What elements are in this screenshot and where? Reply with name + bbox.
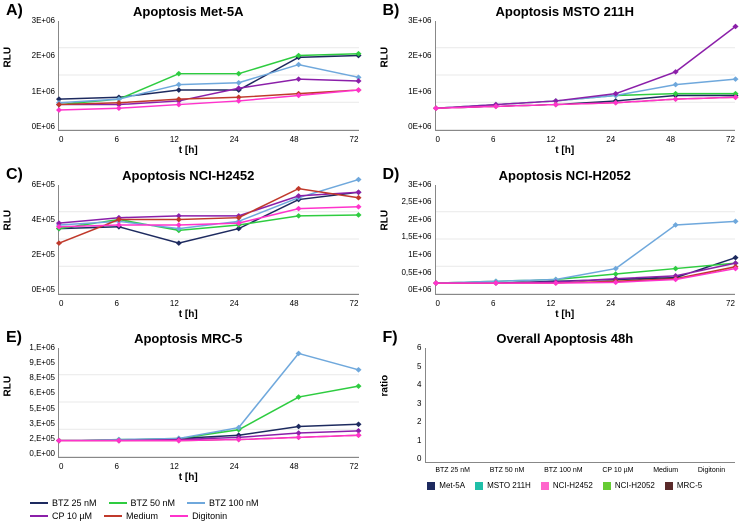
chart-panel-D: D) Apoptosis NCI-H2052 RLU 3E+062,5E+062… <box>377 164 753 328</box>
plot-area: 3E+062E+061E+060E+06 0612244872 <box>435 21 736 131</box>
x-ticks: 0612244872 <box>436 135 736 144</box>
legend-item: NCI-H2052 <box>603 481 655 490</box>
plot-area: 6E+054E+052E+050E+05 0612244872 <box>58 185 359 295</box>
chart-title: Overall Apoptosis 48h <box>385 331 746 346</box>
bar-plot-area: 6543210 BTZ 25 nMBTZ 50 nMBTZ 100 nMCP 1… <box>425 348 736 463</box>
y-axis-label: RLU <box>379 210 390 231</box>
legend-item: Digitonin <box>170 511 227 521</box>
legend-item: BTZ 100 nM <box>187 498 259 508</box>
chart-panel-E: E) Apoptosis MRC-5 RLU 1,E+069,E+058,E+0… <box>0 327 377 494</box>
chart-panel-F: F) Overall Apoptosis 48h ratio 6543210 B… <box>377 327 753 494</box>
chart-title: Apoptosis MRC-5 <box>8 331 369 346</box>
line-legend: BTZ 25 nM BTZ 50 nM BTZ 100 nM CP 10 µM Medi… <box>0 494 377 532</box>
legend-item: CP 10 µM <box>30 511 92 521</box>
legend-item: BTZ 50 nM <box>109 498 176 508</box>
y-axis-label: RLU <box>3 375 14 396</box>
y-axis-label: RLU <box>3 47 14 68</box>
legend-item: MSTO 211H <box>475 481 531 490</box>
x-axis-label: t [h] <box>385 145 746 156</box>
legend-item: Medium <box>104 511 158 521</box>
legend-item: Met-5A <box>427 481 465 490</box>
y-ticks: 3E+062E+061E+060E+06 <box>394 16 432 131</box>
y-axis-label: ratio <box>379 374 390 396</box>
x-ticks: 0612244872 <box>59 135 359 144</box>
chart-title: Apoptosis NCI-H2452 <box>8 168 369 183</box>
y-ticks: 3E+062E+061E+060E+06 <box>17 16 55 131</box>
chart-panel-C: C) Apoptosis NCI-H2452 RLU 6E+054E+052E+… <box>0 164 377 328</box>
y-ticks: 3E+062,5E+062E+061,5E+061E+060,5E+060E+0… <box>394 180 432 295</box>
chart-panel-A: A) Apoptosis Met-5A RLU 3E+062E+061E+060… <box>0 0 377 164</box>
plot-area: 1,E+069,E+058,E+056,E+055,E+053,E+052,E+… <box>58 348 359 458</box>
x-ticks: BTZ 25 nMBTZ 50 nMBTZ 100 nMCP 10 µMMedi… <box>426 467 736 474</box>
chart-panel-B: B) Apoptosis MSTO 211H RLU 3E+062E+061E+… <box>377 0 753 164</box>
x-axis-label: t [h] <box>8 472 369 483</box>
legend-item: NCI-H2452 <box>541 481 593 490</box>
chart-title: Apoptosis NCI-H2052 <box>385 168 746 183</box>
plot-area: 3E+062E+061E+060E+06 0612244872 <box>58 21 359 131</box>
x-axis-label: t [h] <box>385 309 746 320</box>
y-axis-label: RLU <box>3 210 14 231</box>
x-ticks: 0612244872 <box>436 299 736 308</box>
legend-item: MRC-5 <box>665 481 702 490</box>
y-ticks: 6543210 <box>406 343 422 463</box>
x-axis-label: t [h] <box>8 309 369 320</box>
x-axis-label: t [h] <box>8 145 369 156</box>
chart-title: Apoptosis Met-5A <box>8 4 369 19</box>
chart-title: Apoptosis MSTO 211H <box>385 4 746 19</box>
y-ticks: 1,E+069,E+058,E+056,E+055,E+053,E+052,E+… <box>17 343 55 458</box>
y-axis-label: RLU <box>379 47 390 68</box>
panel-letter: F) <box>383 329 398 347</box>
y-ticks: 6E+054E+052E+050E+05 <box>17 180 55 295</box>
x-ticks: 0612244872 <box>59 299 359 308</box>
x-ticks: 0612244872 <box>59 462 359 471</box>
plot-area: 3E+062,5E+062E+061,5E+061E+060,5E+060E+0… <box>435 185 736 295</box>
legend-item: BTZ 25 nM <box>30 498 97 508</box>
bar-legend: Met-5A MSTO 211H NCI-H2452 NCI-H2052 MRC… <box>385 481 746 490</box>
